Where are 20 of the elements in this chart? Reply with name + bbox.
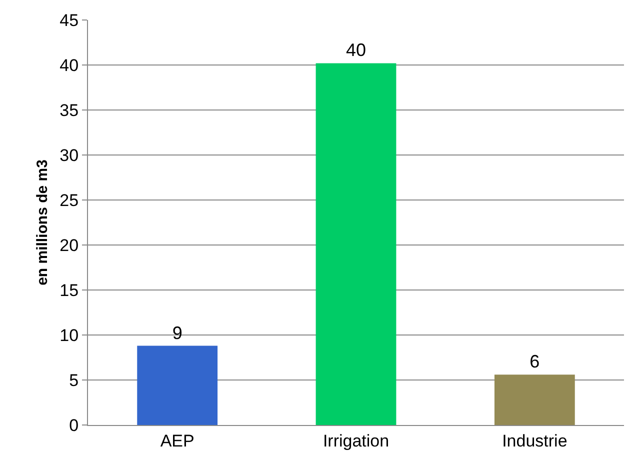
x-tick-label: AEP bbox=[160, 431, 194, 450]
y-tick-label: 45 bbox=[60, 10, 79, 30]
x-tick-label: Industrie bbox=[502, 431, 568, 450]
data-label: 9 bbox=[172, 322, 182, 343]
y-tick-label: 15 bbox=[60, 280, 79, 300]
bar bbox=[494, 374, 575, 425]
bar bbox=[316, 63, 396, 425]
y-tick-label: 20 bbox=[60, 236, 79, 255]
y-tick-label: 5 bbox=[69, 370, 79, 390]
y-tick-label: 25 bbox=[60, 190, 79, 210]
data-label: 6 bbox=[530, 352, 540, 372]
y-tick-label: 10 bbox=[60, 326, 79, 345]
data-label: 40 bbox=[346, 40, 366, 60]
y-tick-label: 0 bbox=[69, 416, 79, 435]
y-tick-label: 40 bbox=[60, 56, 79, 75]
x-tick-label: Irrigation bbox=[322, 431, 390, 450]
y-tick-label: 30 bbox=[60, 146, 79, 165]
y-axis-title: en millions de m3 bbox=[34, 160, 51, 286]
y-tick-label: 35 bbox=[60, 100, 79, 120]
bar bbox=[137, 346, 218, 425]
